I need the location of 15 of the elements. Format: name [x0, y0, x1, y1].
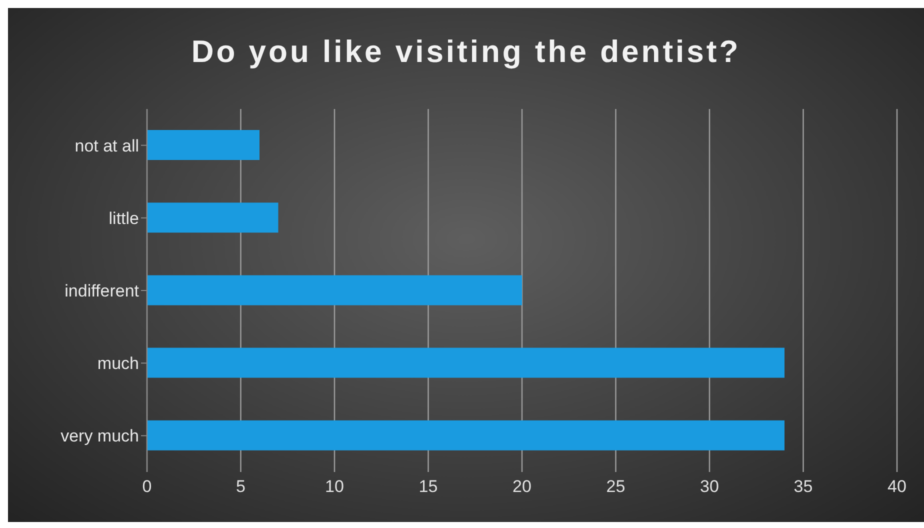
chart-title: Do you like visiting the dentist?	[190, 34, 742, 70]
x-tick-label: 10	[325, 477, 344, 496]
x-tick-label: 35	[794, 477, 813, 496]
x-tick-label: 5	[236, 477, 246, 496]
x-tick-label: 40	[888, 477, 906, 496]
x-tick-label: 25	[606, 477, 626, 496]
y-tick-label: indifferent	[64, 282, 140, 301]
x-tick-label: 0	[142, 477, 152, 496]
x-tick-label: 30	[700, 477, 719, 496]
x-tick-label: 20	[512, 477, 532, 496]
x-tick-label: 15	[418, 477, 438, 496]
y-tick-label: very much	[60, 426, 139, 446]
y-tick-label: much	[97, 354, 139, 374]
y-tick-label: little	[108, 208, 139, 228]
y-tick-label: not at all	[74, 136, 139, 156]
